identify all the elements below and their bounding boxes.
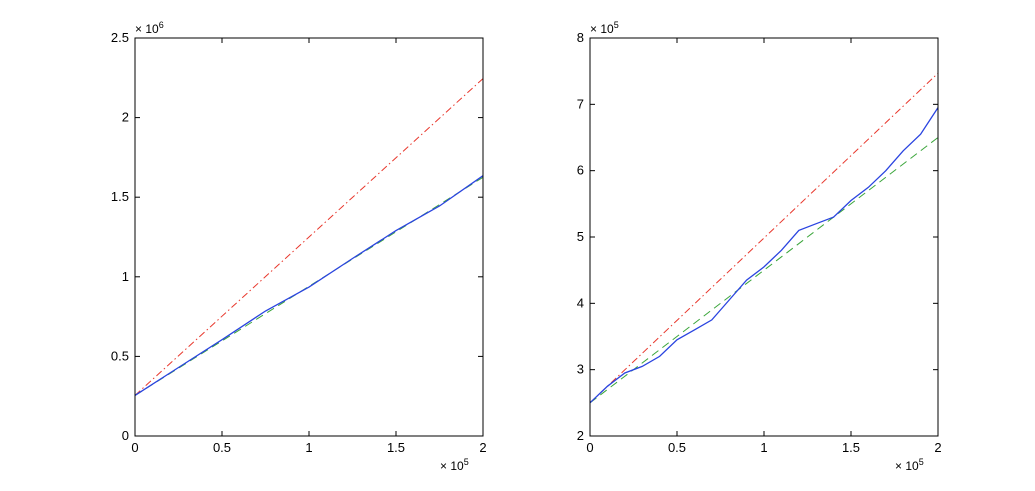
left-y-tick-label: 1 (122, 269, 129, 284)
right-series-line-dashed (589, 137, 939, 404)
right-axis-box (589, 37, 939, 437)
left-y-tick-label: 2.5 (111, 30, 129, 45)
right-series (589, 72, 939, 404)
chart-right: 0 0.5 1 1.5 2 2 3 4 5 6 7 8 × 105 × 105 (577, 20, 942, 473)
left-y-multiplier: × 106 (135, 20, 164, 36)
right-x-tick-label: 1.5 (842, 440, 860, 455)
left-x-multiplier: × 105 (440, 457, 469, 473)
right-x-tick-label: 1 (760, 440, 767, 455)
right-series-line-dash-dot (589, 72, 939, 404)
right-x-multiplier: × 105 (895, 457, 924, 473)
right-y-tick-label: 2 (577, 428, 584, 443)
right-y-tick-label: 8 (577, 30, 584, 45)
right-x-tick-label: 0.5 (668, 440, 686, 455)
left-series-line-solid (134, 175, 484, 396)
right-y-multiplier: × 105 (590, 20, 619, 36)
left-x-tick-label: 1 (305, 440, 312, 455)
chart-left: 0 0.5 1 1.5 2 0 0.5 1 1.5 2 2.5 × 106 × 105 (111, 20, 487, 473)
right-y-tick-label: 5 (577, 229, 584, 244)
left-axis-box (134, 37, 484, 437)
right-y-tick-label: 4 (577, 295, 584, 310)
left-x-tick-label: 0 (131, 440, 138, 455)
left-y-tick-label: 2 (122, 110, 129, 125)
left-x-tick-label: 2 (479, 440, 486, 455)
left-series (134, 78, 484, 396)
right-x-tick-label: 2 (934, 440, 941, 455)
left-x-tick-label: 1.5 (387, 440, 405, 455)
left-y-tick-label: 1.5 (111, 189, 129, 204)
right-y-tick-label: 3 (577, 362, 584, 377)
left-y-tick-label: 0.5 (111, 348, 129, 363)
left-x-tick-label: 0.5 (213, 440, 231, 455)
right-y-tick-label: 7 (577, 96, 584, 111)
right-y-tick-label: 6 (577, 163, 584, 178)
left-ticks: 0 0.5 1 1.5 2 0 0.5 1 1.5 2 2.5 (111, 30, 487, 455)
right-x-tick-label: 0 (586, 440, 593, 455)
right-series-line-solid (589, 107, 939, 404)
left-series-line-dash-dot (134, 78, 484, 396)
left-y-tick-label: 0 (122, 428, 129, 443)
